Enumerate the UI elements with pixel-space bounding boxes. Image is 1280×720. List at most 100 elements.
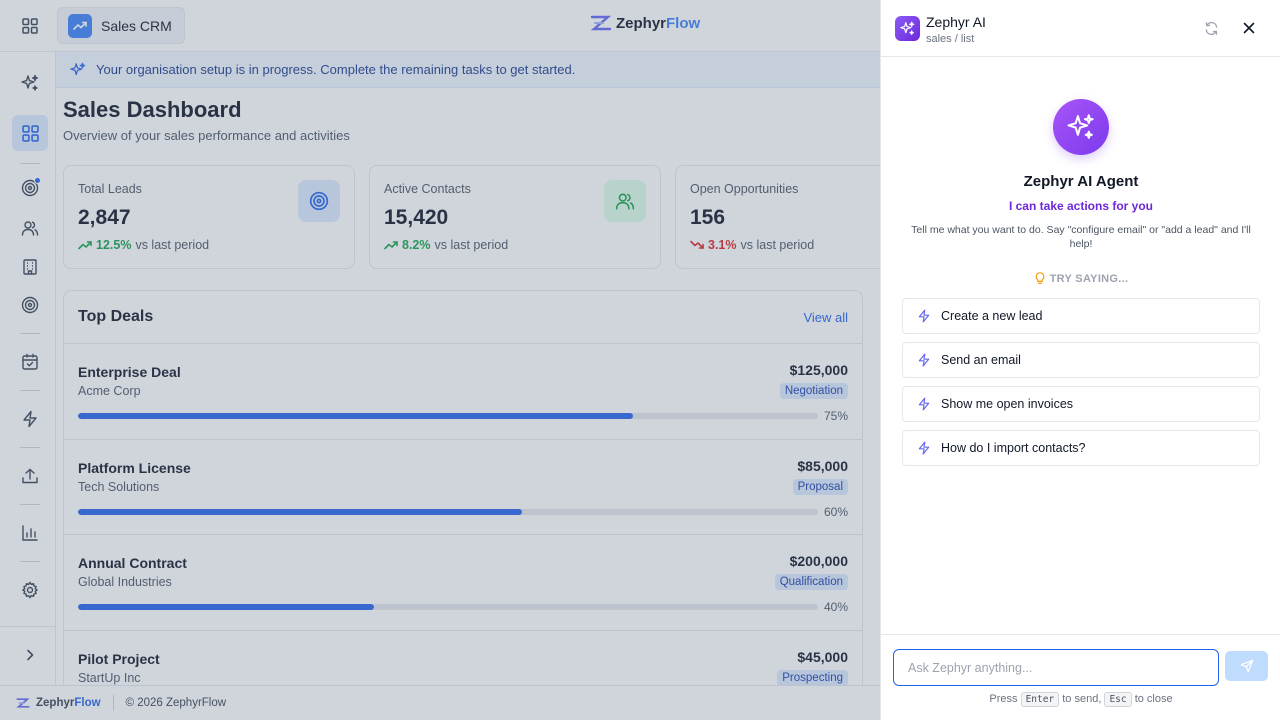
lightning-icon: [918, 353, 930, 367]
gear-icon: [21, 581, 39, 599]
sidebar-item-opportunities[interactable]: [12, 287, 48, 323]
sparkles-icon: [21, 74, 39, 91]
sidebar-item-contacts[interactable]: [12, 210, 48, 246]
suggestion-label: Create a new lead: [941, 309, 1043, 323]
stat-change-percent: 8.2%: [402, 238, 431, 252]
deal-amount: $85,000: [797, 457, 848, 474]
refresh-icon: [1205, 21, 1217, 35]
stat-change-percent: 12.5%: [96, 238, 132, 252]
sidebar-item-dashboard[interactable]: [12, 115, 48, 151]
footer: ZephyrFlow © 2026 ZephyrFlow: [0, 685, 880, 720]
hint-to-close: to close: [1134, 693, 1173, 705]
suggestion-button[interactable]: Create a new lead: [902, 298, 1260, 334]
sidebar-divider: [20, 390, 40, 391]
top-deals-title: Top Deals: [78, 308, 154, 325]
sidebar-item-companies[interactable]: [12, 249, 48, 285]
sidebar-item-tasks[interactable]: [12, 344, 48, 380]
apps-grid-icon[interactable]: [18, 14, 42, 38]
sparkles-icon: [1067, 114, 1094, 139]
brand-name-part1: Zephyr: [616, 14, 667, 32]
footer-brand: ZephyrFlow: [36, 697, 101, 709]
sidebar-divider: [20, 163, 40, 164]
deal-progress-track: [78, 413, 818, 419]
deal-amount: $45,000: [797, 648, 848, 665]
sidebar-item-automations[interactable]: [12, 401, 48, 437]
users-icon: [604, 180, 646, 222]
trending-up-icon: [78, 241, 92, 250]
page-subtitle: Overview of your sales performance and a…: [63, 128, 350, 143]
deal-progress-fill: [78, 604, 374, 610]
keyboard-hint: Press Enter to send, Esc to close: [881, 692, 1280, 707]
chevron-right-icon: [27, 649, 34, 661]
deal-amount: $200,000: [789, 553, 848, 569]
zephyr-logo-icon: [590, 15, 612, 31]
view-all-link[interactable]: View all: [803, 309, 848, 325]
stat-label: Open Opportunities: [690, 182, 799, 196]
setup-banner-text: Your organisation setup is in progress. …: [96, 62, 576, 77]
deal-stage-badge: Prospecting: [777, 669, 848, 686]
users-icon: [21, 221, 39, 236]
setup-banner[interactable]: Your organisation setup is in progress. …: [56, 52, 880, 88]
footer-brand-part2: Flow: [74, 697, 101, 709]
deal-progress-fill: [78, 508, 522, 515]
stat-value: 2,847: [78, 206, 131, 229]
lightbulb-icon: [1035, 272, 1045, 284]
sidebar-item-settings[interactable]: [12, 572, 48, 608]
ai-agent-avatar: [1053, 99, 1109, 155]
close-button[interactable]: [1240, 19, 1258, 37]
sidebar-item-ai[interactable]: [12, 65, 48, 101]
stat-value: 156: [690, 206, 726, 229]
notification-dot: [34, 177, 41, 184]
stat-card-total-leads[interactable]: Total Leads 2,847 12.5% vs last period: [63, 165, 355, 269]
stat-change-percent: 3.1%: [708, 238, 737, 252]
footer-divider: [112, 695, 114, 711]
ai-agent-name: Zephyr AI Agent: [1023, 173, 1139, 190]
ai-agent-description: Tell me what you want to do. Say "config…: [911, 224, 1251, 250]
sidebar-item-import[interactable]: [12, 458, 48, 494]
deal-row[interactable]: Annual Contract Global Industries $200,000…: [64, 535, 862, 631]
upload-icon: [22, 468, 38, 484]
top-deals-header: Top Deals View all: [64, 291, 862, 344]
try-saying-label: TRY SAYING...: [1049, 272, 1129, 285]
suggestion-label: How do I import contacts?: [941, 441, 1086, 455]
suggestion-button[interactable]: How do I import contacts?: [902, 430, 1260, 466]
send-button[interactable]: [1225, 651, 1268, 681]
esc-key: Esc: [1104, 692, 1132, 707]
chat-composer: Press Enter to send, Esc to close: [881, 634, 1280, 720]
stat-change-suffix: vs last period: [434, 238, 509, 252]
sidebar-item-leads[interactable]: [12, 170, 48, 206]
left-sidebar: [0, 52, 56, 685]
sidebar-expand-button[interactable]: [12, 637, 48, 673]
sidebar-item-reports[interactable]: [12, 515, 48, 551]
deal-progress-label: 75%: [823, 409, 848, 423]
stat-card-active-contacts[interactable]: Active Contacts 15,420 8.2% vs last peri…: [369, 165, 661, 269]
ai-agent-tagline: I can take actions for you: [1008, 199, 1154, 213]
close-icon: [1243, 22, 1255, 34]
deal-name: Annual Contract: [78, 555, 187, 571]
app-switcher-button[interactable]: Sales CRM: [57, 7, 185, 44]
stat-change: 12.5% vs last period: [78, 238, 209, 252]
ai-assistant-panel: Zephyr AI sales / list Zephyr AI Agent I…: [880, 0, 1280, 720]
refresh-button[interactable]: [1202, 19, 1220, 37]
sidebar-divider: [20, 561, 40, 562]
deal-progress-fill: [78, 413, 633, 419]
top-deals-card: Top Deals View all Enterprise Deal Acme C…: [63, 290, 863, 710]
try-saying-heading: TRY SAYING...: [881, 272, 1280, 285]
brand-logo[interactable]: Zephyr Flow: [590, 14, 700, 32]
ai-panel-title: Zephyr AI: [926, 14, 986, 30]
sparkles-icon: [70, 62, 86, 75]
sidebar-divider: [20, 333, 40, 334]
deal-row[interactable]: Platform License Tech Solutions $85,000 Pro…: [64, 440, 862, 535]
stat-card-open-opportunities[interactable]: Open Opportunities 156 3.1% vs last peri…: [675, 165, 895, 269]
deal-progress-label: 60%: [823, 504, 848, 519]
hint-press: Press: [989, 693, 1018, 705]
lightning-icon: [23, 410, 37, 428]
suggestion-button[interactable]: Show me open invoices: [902, 386, 1260, 422]
footer-brand-part1: Zephyr: [36, 697, 75, 709]
chat-input[interactable]: [893, 649, 1219, 686]
send-icon: [1240, 659, 1253, 673]
sparkles-icon: [895, 16, 920, 41]
suggestion-button[interactable]: Send an email: [902, 342, 1260, 378]
stat-change-suffix: vs last period: [740, 238, 815, 252]
deal-row[interactable]: Enterprise Deal Acme Corp $125,000 Negotiat…: [64, 344, 862, 440]
